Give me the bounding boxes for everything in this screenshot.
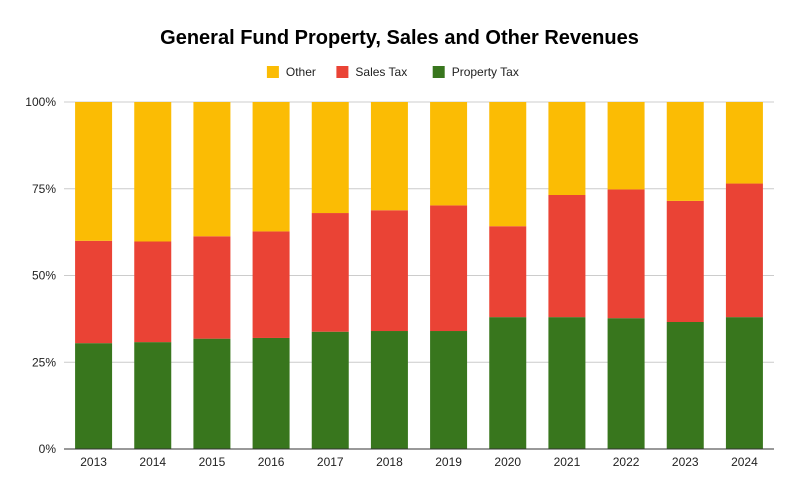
bar-group-2014	[134, 102, 172, 449]
bar-sales-tax-2015	[193, 236, 231, 339]
gridlines: 0% 25% 50% 75% 100%	[25, 95, 774, 456]
legend-swatch	[432, 66, 445, 78]
bar-other-2024	[725, 102, 763, 184]
bar-sales-tax-2017	[311, 213, 349, 332]
bar-sales-tax-2016	[252, 231, 290, 338]
chart-title: General Fund Property, Sales and Other R…	[160, 27, 639, 49]
x-tick-label: 2015	[199, 455, 226, 469]
bar-group-2024	[725, 102, 763, 449]
bar-group-2013	[75, 102, 113, 449]
bar-sales-tax-2024	[725, 183, 763, 318]
bar-sales-tax-2014	[134, 241, 172, 343]
legend-label: Sales Tax	[355, 65, 407, 79]
bar-other-2021	[548, 102, 586, 195]
bar-other-2016	[252, 102, 290, 232]
x-tick-label: 2013	[80, 455, 107, 469]
bar-other-2013	[75, 102, 113, 241]
bar-property-tax-2024	[725, 317, 763, 449]
bar-property-tax-2019	[430, 331, 468, 449]
y-tick-label: 75%	[32, 182, 56, 196]
bar-sales-tax-2020	[489, 226, 527, 318]
bar-other-2022	[607, 102, 645, 190]
bars	[75, 102, 763, 449]
bar-other-2020	[489, 102, 527, 227]
bar-sales-tax-2022	[607, 189, 645, 319]
legend: Other Sales Tax Property Tax	[266, 65, 519, 79]
x-tick-label: 2014	[139, 455, 166, 469]
bar-sales-tax-2018	[370, 210, 408, 332]
x-tick-label: 2023	[672, 455, 699, 469]
x-tick-label: 2021	[554, 455, 581, 469]
bar-other-2015	[193, 102, 231, 237]
bar-sales-tax-2021	[548, 194, 586, 318]
bar-group-2018	[370, 102, 408, 449]
x-tick-label: 2018	[376, 455, 403, 469]
bar-property-tax-2018	[370, 331, 408, 449]
bar-property-tax-2016	[252, 337, 290, 449]
bar-sales-tax-2023	[666, 200, 704, 322]
bar-property-tax-2021	[548, 317, 586, 449]
x-tick-label: 2019	[435, 455, 462, 469]
legend-swatch	[336, 66, 349, 78]
bar-property-tax-2022	[607, 318, 645, 449]
bar-other-2017	[311, 102, 349, 214]
bar-property-tax-2020	[489, 317, 527, 449]
legend-label: Property Tax	[452, 65, 519, 79]
legend-label: Other	[286, 65, 316, 79]
bar-group-2023	[666, 102, 704, 449]
y-tick-label: 50%	[32, 269, 56, 283]
bar-group-2020	[489, 102, 527, 449]
legend-item-property-tax: Property Tax	[432, 65, 519, 79]
x-tick-label: 2020	[494, 455, 521, 469]
bar-group-2021	[548, 102, 586, 449]
bar-sales-tax-2013	[75, 240, 113, 344]
bar-sales-tax-2019	[430, 205, 468, 332]
bar-property-tax-2013	[75, 343, 113, 449]
bar-other-2018	[370, 102, 408, 211]
y-tick-label: 100%	[25, 95, 56, 109]
bar-other-2019	[430, 102, 468, 206]
legend-swatch	[266, 66, 279, 78]
bar-group-2022	[607, 102, 645, 449]
bar-group-2017	[311, 102, 349, 449]
legend-item-sales-tax: Sales Tax	[336, 65, 407, 79]
y-tick-label: 0%	[39, 442, 57, 456]
legend-item-other: Other	[266, 65, 316, 79]
bar-group-2015	[193, 102, 231, 449]
x-tick-label: 2017	[317, 455, 344, 469]
bar-group-2016	[252, 102, 290, 449]
bar-other-2014	[134, 102, 172, 242]
x-tick-label: 2024	[731, 455, 758, 469]
axes: 2013 2014 2015 2016 2017 2018 2019 2020 2021 2022…	[64, 448, 774, 469]
x-tick-label: 2016	[258, 455, 285, 469]
bar-property-tax-2017	[311, 331, 349, 449]
bar-property-tax-2015	[193, 338, 231, 449]
bar-other-2023	[666, 102, 704, 201]
bar-property-tax-2023	[666, 321, 704, 449]
bar-group-2019	[430, 102, 468, 449]
x-tick-label: 2022	[613, 455, 640, 469]
y-tick-label: 25%	[32, 355, 56, 369]
bar-property-tax-2014	[134, 342, 172, 449]
